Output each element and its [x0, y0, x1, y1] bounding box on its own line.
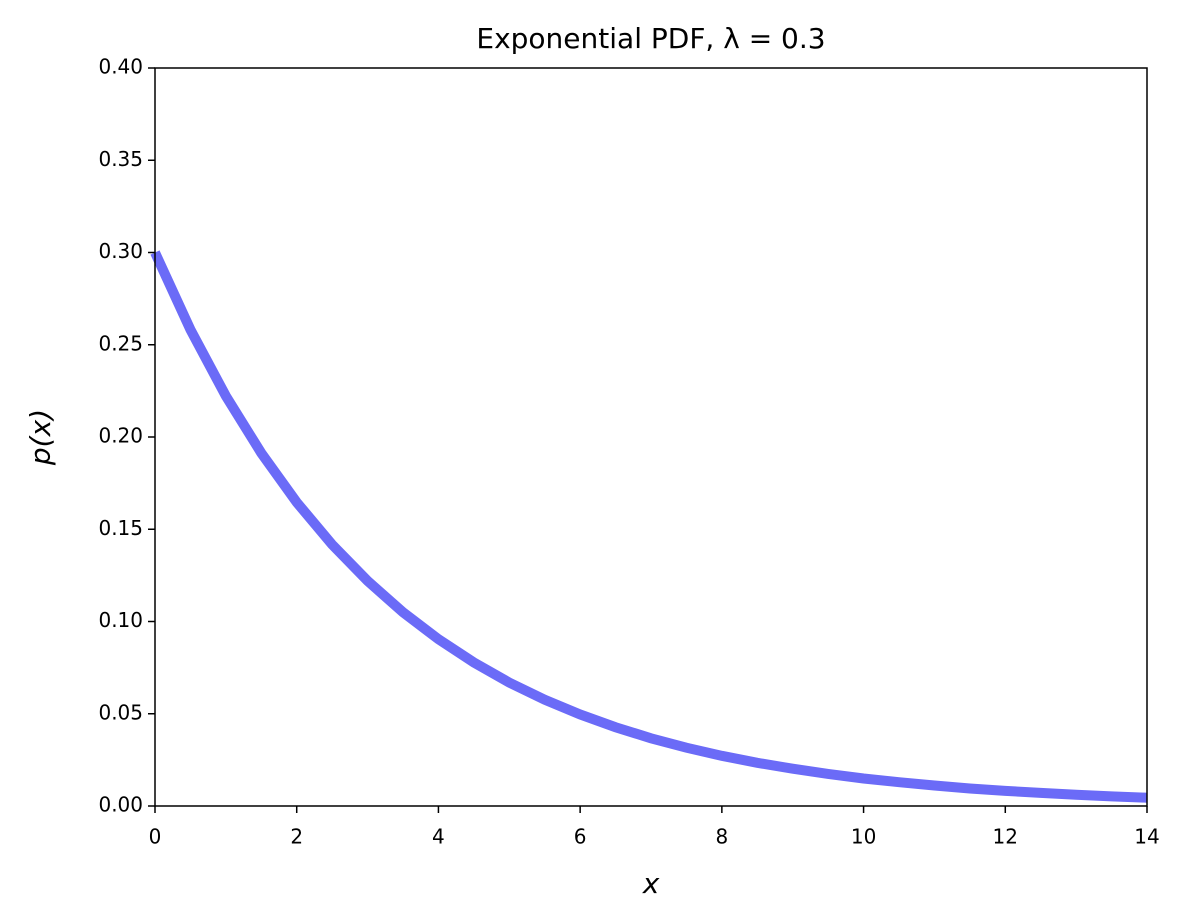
x-tick-label: 10 — [851, 825, 876, 849]
x-tick-label: 14 — [1134, 825, 1159, 849]
x-tick-label: 12 — [993, 825, 1018, 849]
x-tick-label: 0 — [149, 825, 162, 849]
y-tick-label: 0.25 — [98, 331, 143, 355]
y-tick-label: 0.10 — [98, 608, 143, 632]
y-tick-label: 0.35 — [98, 147, 143, 171]
y-tick-label: 0.05 — [98, 700, 143, 724]
x-tick-label: 6 — [574, 825, 587, 849]
y-tick-label: 0.00 — [98, 793, 143, 817]
x-tick-label: 8 — [715, 825, 728, 849]
y-tick-label: 0.40 — [98, 55, 143, 79]
y-tick-label: 0.15 — [98, 516, 143, 540]
y-tick-label: 0.20 — [98, 424, 143, 448]
y-tick-label: 0.30 — [98, 239, 143, 263]
x-axis-label: x — [642, 867, 660, 900]
x-tick-label: 2 — [290, 825, 303, 849]
chart-title: Exponential PDF, λ = 0.3 — [476, 22, 825, 55]
data-line — [150, 250, 1148, 803]
y-axis-label: p(x) — [24, 409, 57, 466]
plot-frame — [154, 67, 1148, 807]
x-tick-label: 4 — [432, 825, 445, 849]
